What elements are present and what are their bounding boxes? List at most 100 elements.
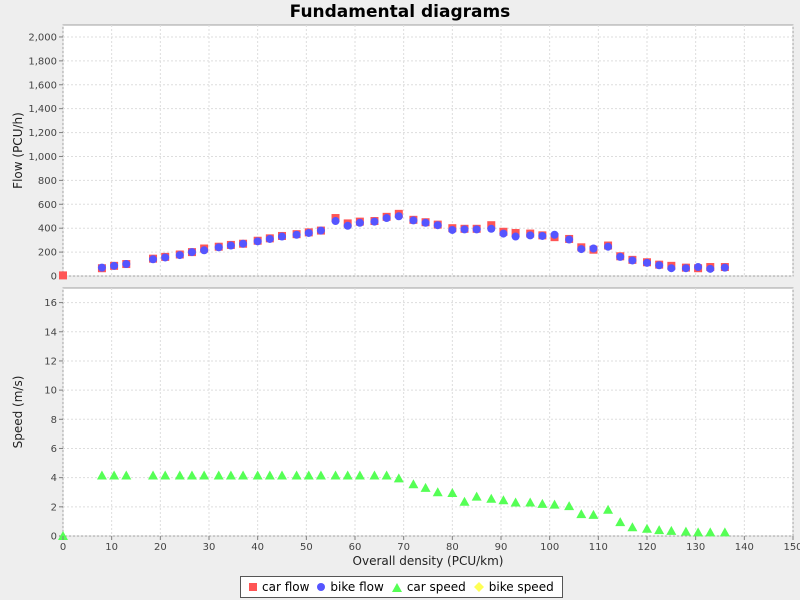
x-tick-label: 20: [154, 542, 167, 553]
bike-flow-point: [589, 244, 598, 253]
y-tick-label: 1,000: [28, 152, 57, 163]
car-speed-point: [654, 525, 665, 535]
car-speed-point: [264, 470, 275, 480]
car-speed-point: [174, 470, 185, 480]
bike-flow-point: [304, 228, 313, 237]
car-speed-point: [148, 470, 159, 480]
bike-flow-point: [460, 225, 469, 234]
car-speed-point: [121, 470, 132, 480]
bike-flow-point: [355, 218, 364, 227]
y-tick-label: 200: [38, 248, 57, 259]
x-tick-label: 150: [783, 542, 800, 553]
x-tick-label: 0: [60, 542, 66, 553]
car-speed-point: [627, 522, 638, 532]
car-speed-point: [447, 487, 458, 497]
car-speed-point: [486, 493, 497, 503]
car-speed-point: [603, 504, 614, 514]
y-tick-label: 12: [44, 356, 57, 367]
car-speed-point: [498, 495, 509, 505]
bike-flow-point: [604, 242, 613, 251]
bike-flow-point: [175, 251, 184, 260]
legend-item-bike-flow: bike flow: [317, 580, 384, 594]
bike-flow-point: [239, 239, 248, 248]
x-tick-label: 10: [105, 542, 118, 553]
car-speed-point: [408, 479, 419, 489]
car-speed-point: [564, 501, 575, 511]
bike-flow-point: [706, 264, 715, 273]
bike-flow-point: [343, 221, 352, 230]
bike-flow-point: [316, 226, 325, 235]
legend-triangle-marker: [391, 582, 402, 592]
bike-flow-point: [550, 230, 559, 239]
bike-flow-point: [448, 225, 457, 234]
car-speed-point: [252, 470, 263, 480]
car-speed-point: [705, 527, 716, 537]
legend-item-car-flow: car flow: [249, 580, 309, 594]
y-axis-label: Flow (PCU/h): [11, 112, 25, 189]
car-speed-point: [160, 470, 171, 480]
y-tick-label: 14: [44, 327, 57, 338]
car-speed-point: [186, 470, 197, 480]
car-speed-point: [342, 470, 353, 480]
car-speed-point: [576, 509, 587, 519]
bike-flow-point: [370, 217, 379, 226]
bike-flow-point: [97, 263, 106, 272]
chart-title: Fundamental diagrams: [289, 2, 511, 22]
bike-flow-point: [421, 218, 430, 227]
legend-circle-marker: [317, 583, 326, 591]
car-speed-point: [642, 523, 652, 533]
car-speed-point: [719, 527, 730, 537]
bike-flow-point: [200, 246, 209, 255]
y-tick-label: 16: [44, 298, 57, 309]
y-tick-label: 0: [51, 532, 57, 543]
bike-flow-point: [538, 231, 547, 240]
car-speed-point: [277, 470, 287, 480]
bike-flow-point: [526, 231, 535, 240]
car-speed-point: [213, 470, 224, 480]
car-speed-point: [369, 470, 380, 480]
bike-flow-point: [643, 258, 651, 267]
car-speed-point: [303, 470, 314, 480]
bike-flow-point: [161, 253, 170, 262]
plot-area: [62, 24, 794, 277]
car-speed-point: [58, 531, 68, 540]
legend-label: car speed: [406, 580, 466, 594]
car-speed-point: [537, 498, 548, 508]
x-tick-label: 30: [203, 542, 216, 553]
bike-flow-point: [382, 214, 391, 223]
legend-label: bike flow: [330, 580, 384, 594]
y-tick-label: 2: [51, 502, 57, 513]
x-tick-label: 80: [446, 542, 459, 553]
car-speed-point: [238, 470, 249, 480]
bike-flow-point: [253, 237, 262, 246]
car-speed-point: [315, 470, 326, 480]
legend-item-car-speed: car speed: [391, 580, 466, 594]
bike-flow-point: [616, 252, 625, 261]
y-tick-label: 1,200: [28, 128, 57, 139]
plot-area: [62, 287, 794, 537]
y-tick-label: 600: [38, 200, 57, 211]
bike-flow-point: [265, 234, 274, 243]
bike-flow-point: [394, 212, 403, 221]
bike-flow-point: [149, 255, 158, 264]
car-speed-point: [420, 482, 431, 492]
car-speed-point: [525, 497, 536, 507]
bike-flow-point: [292, 230, 301, 239]
car-speed-point: [510, 497, 521, 507]
x-axis-label: Overall density (PCU/km): [353, 554, 504, 568]
car-speed-point: [225, 470, 236, 480]
bike-flow-point: [628, 256, 637, 265]
bike-flow-point: [681, 264, 690, 273]
y-tick-label: 1,600: [28, 80, 57, 91]
bike-flow-point: [487, 224, 496, 233]
car-speed-point: [432, 487, 443, 497]
car-speed-point: [96, 470, 107, 480]
car-speed-point: [330, 470, 341, 480]
car-flow-point: [59, 271, 67, 280]
bike-flow-point: [472, 225, 481, 234]
legend-diamond-marker: [473, 582, 484, 592]
bike-flow-point: [655, 261, 664, 270]
x-tick-label: 90: [495, 542, 508, 553]
fundamental-diagrams-chart: 02004006008001,0001,2001,4001,6001,8002,…: [11, 24, 800, 568]
bike-flow-point: [499, 229, 508, 238]
